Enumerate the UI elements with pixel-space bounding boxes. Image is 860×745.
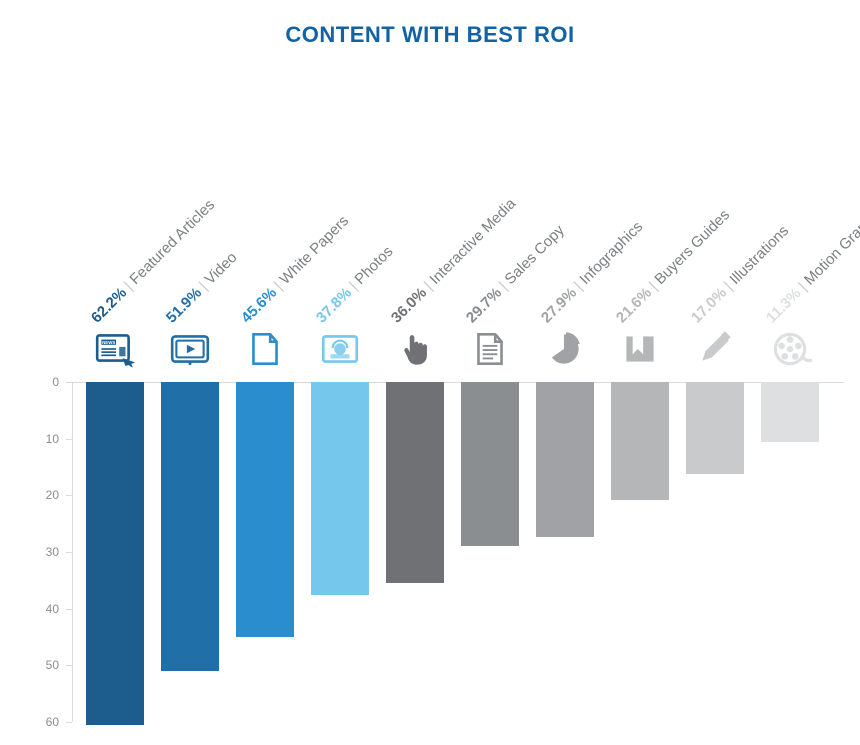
bar [461, 382, 519, 546]
photo-icon [312, 327, 368, 371]
chart-title: CONTENT WITH BEST ROI [0, 22, 860, 48]
category-name: Infographics [576, 218, 646, 288]
category-name: Motion Graphics [801, 199, 860, 288]
pct-value: 45.6% [238, 284, 280, 326]
pct-value: 17.0% [688, 284, 730, 326]
bar [761, 382, 819, 442]
category-name: Buyers Guides [651, 206, 733, 288]
y-tick-label: 10 [29, 432, 59, 446]
pct-value: 37.8% [313, 284, 355, 326]
y-tick-label: 50 [29, 658, 59, 672]
y-tick-mark [66, 382, 72, 383]
bar [236, 382, 294, 637]
category-label: 36.0%|Interactive Media [388, 195, 519, 326]
category-label: 37.8%|Photos [313, 243, 397, 327]
pencil-icon [687, 327, 743, 371]
bookmark-icon [612, 327, 668, 371]
category-name: White Papers [276, 212, 352, 288]
category-label: 51.9%|Video [163, 249, 240, 326]
category-name: Video [201, 249, 240, 288]
pct-value: 27.9% [538, 284, 580, 326]
y-tick-label: 40 [29, 602, 59, 616]
news-icon [87, 327, 143, 371]
y-tick-label: 60 [29, 715, 59, 729]
bar [686, 382, 744, 474]
bar [536, 382, 594, 537]
pct-value: 62.2% [88, 284, 130, 326]
bar [161, 382, 219, 671]
y-tick-label: 30 [29, 545, 59, 559]
bar [86, 382, 144, 725]
y-tick-label: 20 [29, 488, 59, 502]
video-icon [162, 327, 218, 371]
doc-icon [462, 327, 518, 371]
pointer-icon [387, 327, 443, 371]
y-tick-mark [66, 722, 72, 723]
category-name: Illustrations [726, 222, 792, 288]
pct-value: 21.6% [613, 284, 655, 326]
category-label: 11.3%|Motion Graphics [763, 199, 860, 326]
pct-value: 51.9% [163, 284, 205, 326]
bar [611, 382, 669, 500]
category-label: 62.2%|Featured Articles [88, 196, 218, 326]
pct-value: 29.7% [463, 284, 505, 326]
paper-icon [237, 327, 293, 371]
y-axis-line [72, 382, 73, 722]
y-tick-mark [66, 665, 72, 666]
y-tick-mark [66, 439, 72, 440]
reel-icon [762, 327, 818, 371]
bar [311, 382, 369, 595]
pct-value: 36.0% [388, 284, 430, 326]
y-tick-label: 0 [29, 375, 59, 389]
bar [386, 382, 444, 583]
y-tick-mark [66, 609, 72, 610]
category-name: Photos [351, 243, 396, 288]
pie-icon [537, 327, 593, 371]
roi-bar-chart: 010203040506062.2%|Featured Articles51.9… [42, 382, 844, 722]
category-name: Sales Copy [501, 222, 567, 288]
y-tick-mark [66, 552, 72, 553]
y-tick-mark [66, 495, 72, 496]
